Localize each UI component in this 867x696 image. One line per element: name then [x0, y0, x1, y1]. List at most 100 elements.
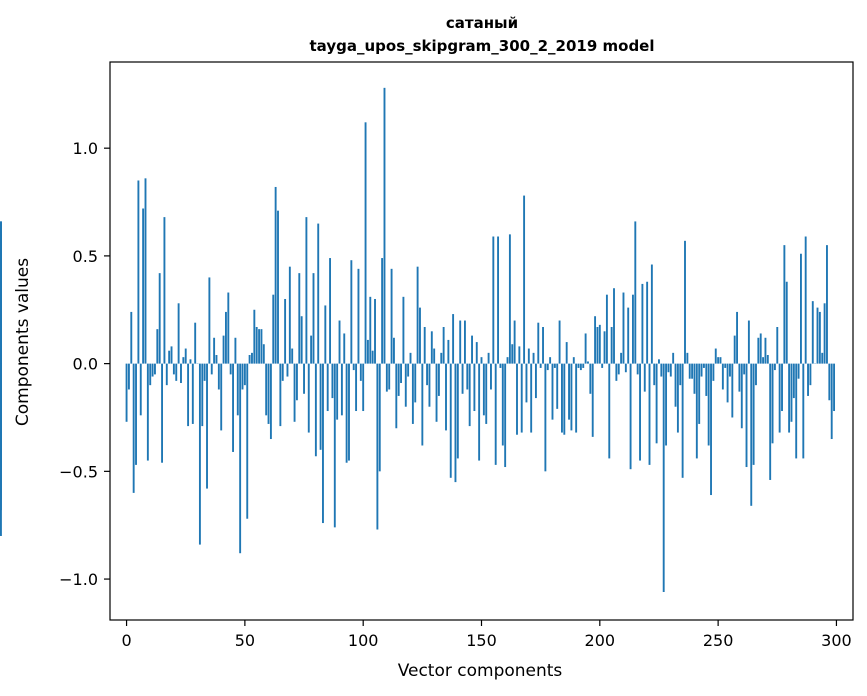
bar: [518, 346, 521, 364]
bar: [340, 363, 343, 416]
bar: [314, 363, 317, 457]
x-tick-label: 200: [585, 631, 616, 650]
bar: [213, 337, 216, 364]
bar: [180, 363, 182, 384]
bar: [345, 363, 348, 463]
bar: [553, 363, 556, 368]
bar: [421, 363, 424, 446]
bar: [662, 363, 665, 592]
bar: [449, 363, 452, 478]
bar: [369, 296, 372, 364]
bar: [549, 357, 552, 364]
bar: [714, 348, 717, 364]
bar: [494, 363, 497, 465]
bar: [388, 363, 391, 390]
bar: [485, 363, 488, 424]
bar: [317, 223, 320, 364]
bar: [631, 294, 634, 364]
bar: [461, 363, 464, 394]
bar: [788, 363, 791, 433]
bar: [539, 363, 542, 368]
bar: [587, 361, 589, 364]
bar: [456, 363, 459, 459]
bar: [243, 363, 246, 386]
bar: [475, 342, 478, 364]
bar: [0, 221, 2, 364]
bar: [229, 363, 232, 375]
bar: [771, 363, 774, 444]
bar: [627, 307, 630, 364]
bar: [395, 363, 398, 429]
bar: [251, 352, 253, 364]
bar: [338, 320, 341, 364]
bar: [826, 245, 828, 364]
bar: [293, 363, 296, 422]
bar: [295, 363, 298, 401]
bar: [705, 363, 708, 396]
bar: [239, 363, 242, 554]
bar: [669, 363, 672, 377]
bar: [752, 363, 755, 465]
bar: [348, 363, 350, 461]
bar: [258, 329, 261, 364]
bar: [613, 288, 615, 364]
bar: [310, 335, 313, 364]
bar: [629, 363, 632, 470]
bar: [139, 363, 142, 416]
bar: [804, 236, 807, 364]
bar: [437, 363, 440, 396]
bar: [672, 352, 675, 364]
bar: [506, 357, 509, 364]
bar: [397, 363, 400, 396]
bar: [532, 352, 535, 364]
bar: [227, 292, 230, 364]
bar: [364, 122, 367, 364]
bar: [501, 363, 504, 446]
bar: [336, 363, 339, 420]
bar: [400, 363, 402, 384]
x-axis-ticks: 0 50 100 150 200 250 300: [121, 620, 852, 650]
bar: [783, 245, 786, 364]
bar: [241, 363, 244, 390]
bar: [516, 363, 518, 435]
bar: [170, 346, 173, 364]
bar: [643, 363, 646, 392]
bar: [762, 357, 765, 364]
bar: [265, 363, 268, 416]
bar: [423, 327, 426, 364]
bar: [601, 363, 604, 368]
bar: [740, 363, 743, 429]
bar: [473, 363, 476, 412]
bar: [442, 327, 445, 364]
bar: [210, 363, 213, 375]
bar: [312, 273, 315, 364]
bar: [262, 344, 265, 364]
bar: [381, 258, 384, 364]
bar: [537, 322, 540, 364]
bar: [781, 363, 783, 412]
bar: [667, 363, 670, 373]
bar: [428, 363, 431, 407]
bar: [490, 363, 492, 390]
bar: [132, 363, 135, 493]
bar: [636, 363, 639, 375]
x-tick-label: 100: [348, 631, 379, 650]
bar: [393, 337, 395, 364]
bar: [426, 363, 429, 386]
bar: [175, 363, 178, 381]
bar: [785, 281, 788, 364]
bar: [747, 320, 750, 364]
bar: [729, 363, 731, 377]
bar: [329, 258, 331, 364]
bar: [378, 363, 381, 472]
bar: [0, 363, 2, 536]
bar: [149, 363, 152, 386]
bar: [447, 339, 450, 364]
bar: [362, 363, 365, 412]
y-tick-label: −0.5: [59, 462, 98, 481]
bar: [478, 363, 481, 461]
bar: [255, 327, 258, 364]
bar: [511, 344, 514, 364]
x-tick-label: 0: [121, 631, 131, 650]
